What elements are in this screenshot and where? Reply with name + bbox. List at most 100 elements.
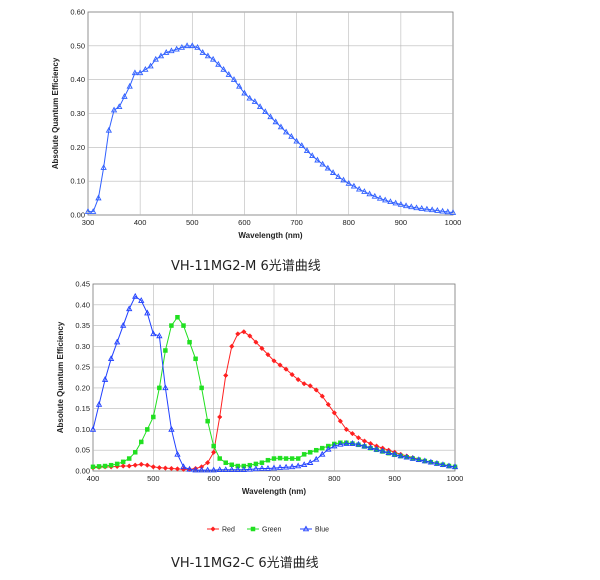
color-data-point [162,465,169,471]
color-xtick-label: 800 [328,474,341,483]
color-data-point [409,454,416,461]
color-data-point [175,314,180,320]
mono-data-point [402,202,410,209]
mono-data-point [136,69,144,76]
mono-data-point [314,156,321,163]
color-data-point [150,330,157,337]
color-data-point [95,400,103,407]
color-data-point [349,430,356,437]
mono-ytick-label: 0.60 [70,8,85,17]
color-data-point [270,464,278,471]
color-data-point [198,466,205,473]
color-data-point [120,463,126,469]
color-data-point [319,393,325,399]
color-ytick-label: 0.20 [75,383,90,392]
color-data-point [180,463,187,470]
legend-swatch-marker [302,525,310,532]
mono-data-point [413,204,420,211]
color-data-point [265,351,271,358]
color-ytick-label: 0.05 [75,446,90,455]
mono-data-point [350,182,358,189]
mono-data-point [303,147,311,153]
color-data-point [217,456,222,461]
color-data-point [427,458,435,465]
color-data-point [319,450,326,457]
mono-data-point [209,55,217,62]
legend-label-red: Red [222,527,235,534]
color-data-point [107,355,115,362]
color-ytick-label: 0.30 [75,342,90,351]
mono-data-point [147,62,154,69]
color-ytick-label: 0.35 [75,321,90,330]
mono-data-point [90,208,97,214]
mono-data-point [366,190,373,197]
color-data-point [451,463,459,470]
color-xtick-label: 1000 [447,474,464,483]
mono-data-point [345,179,352,186]
mono-data-point [277,123,285,130]
mono-data-point [256,103,264,109]
color-ytick-label: 0.25 [75,363,90,372]
mono-data-point [178,43,186,50]
color-xtick-label: 700 [268,474,281,483]
color-data-point [241,329,247,335]
mono-data-point [95,194,102,201]
color-data-point [271,456,277,461]
color-data-point [320,445,325,451]
mono-xtick-label: 400 [134,218,147,227]
mono-xtick-label: 500 [186,218,199,227]
color-xlabel: Wavelength (nm) [242,487,306,496]
mono-data-point [199,49,206,55]
mono-xtick-label: 1000 [445,218,462,227]
mono-data-point [116,103,123,109]
color-data-point [288,463,296,470]
color-data-point [325,445,332,452]
mono-data-point [142,65,149,72]
color-data-point [126,305,133,312]
mono-data-point [110,106,118,113]
color-data-point [151,414,156,420]
color-data-point [294,462,302,469]
mono-xtick-label: 700 [290,218,303,227]
color-data-point [150,464,156,470]
color-xtick-label: 400 [87,474,100,483]
color-data-point [90,464,96,470]
mono-xtick-label: 300 [82,218,95,227]
color-data-point [439,461,447,468]
color-data-point [282,463,290,470]
color-data-point [132,292,139,299]
mono-xtick-label: 800 [342,218,355,227]
color-data-point [114,461,120,467]
color-data-point [259,345,265,352]
mono-data-point [189,42,196,49]
color-data-point [120,459,126,465]
color-xtick-label: 600 [207,474,220,483]
color-data-point [271,358,277,364]
color-data-point [174,450,181,457]
mono-data-point [418,205,425,211]
mono-data-point [355,185,363,192]
color-data-point [313,387,319,393]
color-data-point [253,461,259,467]
mono-data-point [163,49,170,55]
mono-data-point [428,206,436,213]
color-data-point [385,449,392,455]
color-data-point [223,460,228,465]
mono-data-point [267,113,274,120]
color-data-point [445,462,453,469]
color-data-point [252,465,260,472]
color-data-point [199,385,204,391]
color-xtick-label: 900 [388,474,401,483]
color-data-point [186,465,193,472]
mono-data-point [241,89,248,96]
color-data-point [325,401,331,408]
mono-data-point [371,192,378,199]
color-data-point [313,447,319,453]
color-data-point [355,440,362,447]
color-xtick-label: 500 [147,474,160,483]
color-data-point [240,466,247,473]
color-data-point [301,381,307,387]
color-data-point [229,462,235,468]
color-data-point [331,442,338,449]
color-data-point [138,297,145,303]
